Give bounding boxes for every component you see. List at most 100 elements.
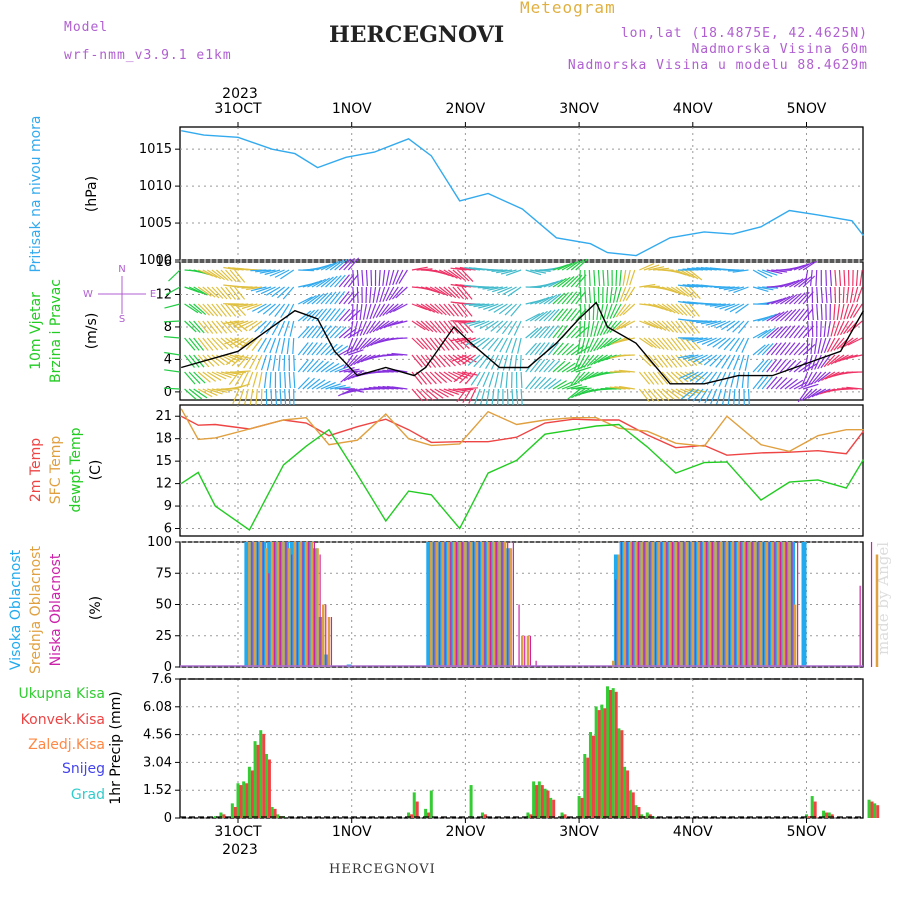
wind-barb: [761, 269, 778, 276]
wind-barb: [197, 320, 209, 334]
wind-barb: [343, 257, 356, 271]
wind-barb: [705, 320, 722, 326]
wind-barb: [297, 325, 310, 339]
wind-barb: [566, 275, 579, 288]
wind-barb: [462, 388, 472, 404]
high-cloud-bar: [670, 542, 676, 667]
wind-barb: [538, 359, 551, 373]
wind-barb: [724, 303, 740, 311]
total-precip-bar: [219, 812, 223, 818]
wind-barb: [456, 286, 469, 300]
wind-barb: [302, 359, 314, 373]
wind-barb: [320, 343, 333, 356]
conv-precip-bar: [535, 785, 539, 818]
wind-barb: [334, 259, 348, 271]
mid-cloud-bar: [629, 542, 632, 667]
wind-barb: [571, 385, 587, 390]
conv-precip-bar: [580, 797, 584, 818]
wind-barb: [661, 320, 675, 333]
wind-barb: [588, 286, 591, 304]
wind-barb: [842, 286, 845, 304]
low-cloud-bar: [654, 542, 657, 667]
pressure-ytick-label: 1005: [139, 216, 172, 231]
wind-barb: [240, 371, 249, 387]
wind-barb: [207, 388, 223, 395]
conv-precip-bar: [222, 814, 226, 818]
wind-barb: [229, 286, 241, 300]
wind-barb: [248, 320, 263, 332]
wind-barb: [164, 303, 181, 309]
wind-barb: [552, 308, 564, 322]
low-cloud-bar: [313, 542, 316, 667]
high-cloud-bar: [454, 542, 460, 667]
total-precip-bar: [532, 781, 536, 818]
wind-barb: [580, 371, 595, 382]
wind-barb: [272, 354, 277, 371]
wind-barb: [197, 371, 211, 383]
wind-ytick-label: 16: [155, 255, 172, 270]
conv-precip-bar: [239, 785, 243, 818]
wind-barb: [561, 343, 575, 356]
high-cloud-bar: [619, 542, 625, 667]
wind-barb: [813, 371, 827, 384]
wind-barb: [577, 371, 590, 384]
wind-barb: [807, 320, 810, 338]
mid-cloud-bar: [464, 542, 467, 667]
wind-barb: [395, 286, 408, 299]
wind-barb: [629, 269, 636, 286]
wind-barb: [534, 310, 548, 322]
wind-barb: [552, 264, 569, 271]
wind-barb: [729, 337, 740, 352]
wind-barb: [643, 354, 656, 368]
wind-barb: [561, 276, 575, 288]
wind-barb: [229, 354, 246, 361]
wind-barb: [329, 384, 346, 390]
wind-barb: [698, 354, 713, 365]
wind-barb: [243, 320, 258, 330]
wind-barb: [543, 280, 559, 288]
wind-barb: [534, 326, 547, 339]
wind-barb: [730, 371, 736, 388]
wind-barb: [343, 291, 355, 305]
precip-ylabel: 1hr Precip (mm): [108, 691, 124, 804]
wind-barb: [670, 388, 686, 399]
wind-barb: [552, 360, 566, 373]
wind-barb: [476, 337, 490, 349]
wind-barb: [830, 354, 845, 365]
mid-cloud-bar: [788, 542, 791, 667]
wind-barb: [457, 269, 470, 282]
wind-barb: [269, 337, 277, 354]
wind-barb: [490, 354, 499, 370]
wind-barb: [476, 371, 486, 387]
wind-barb: [710, 320, 726, 328]
low-cloud-bar: [302, 542, 304, 667]
wind-barb: [825, 269, 827, 287]
total-precip-bar: [822, 810, 826, 818]
wind-barb: [525, 342, 537, 356]
wind-barb: [438, 286, 453, 298]
wind-barb: [797, 388, 809, 403]
wind-barb: [348, 349, 364, 356]
mid-cloud-bar: [663, 542, 666, 667]
high-cloud-bar: [483, 542, 489, 667]
wind-barb: [800, 388, 813, 402]
wind-barb: [281, 337, 286, 354]
wind-barb: [362, 337, 376, 349]
wind-barb: [320, 381, 336, 390]
wind-barb: [302, 342, 314, 356]
wind-barb: [530, 298, 546, 305]
wind-barb: [666, 354, 678, 368]
low-cloud-bar: [723, 542, 725, 667]
wind-barb: [443, 286, 457, 299]
wind-barb: [798, 261, 813, 271]
wind-barb: [793, 292, 806, 305]
wind-barb: [810, 269, 813, 286]
wind-barb: [515, 388, 519, 406]
wind-barb: [814, 354, 822, 370]
conv-precip-bar: [876, 805, 880, 818]
mid-cloud-bar: [742, 542, 746, 667]
wind-barb: [793, 361, 807, 373]
total-precip-bar: [242, 781, 246, 818]
wind-barb: [307, 279, 323, 288]
wind-barb: [461, 269, 474, 283]
